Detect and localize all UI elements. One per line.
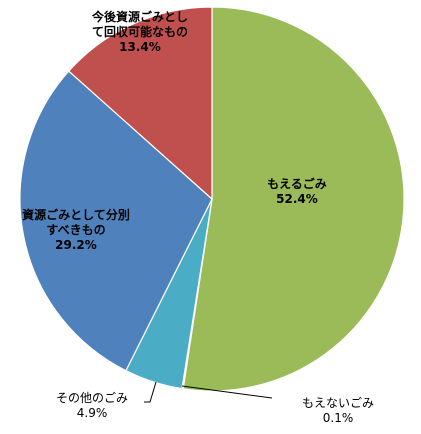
data-label-line: その他のごみ bbox=[56, 390, 128, 405]
data-label-value: 4.9% bbox=[77, 406, 108, 420]
leader-lines bbox=[144, 381, 273, 403]
pie-labels: もえるごみ 52.4% もえないごみ 0.1% その他のごみ 4.9% 資源ごみとして分別す… bbox=[22, 9, 374, 425]
data-label-line: 資源ごみとして分別 bbox=[22, 207, 130, 222]
leader-line-non-burnable bbox=[181, 385, 273, 399]
data-label-line: すべきもの bbox=[46, 223, 105, 237]
data-label-other: その他のごみ 4.9% bbox=[56, 390, 128, 420]
pie-slice-recyclable bbox=[19, 70, 213, 372]
data-label-burnable: もえるごみ 52.4% bbox=[267, 176, 327, 206]
data-label-value: 52.4% bbox=[276, 192, 318, 206]
data-label-future-recyclable: 今後資源ごみとして回収可能なもの 13.4% bbox=[91, 9, 188, 54]
data-label-line: 今後資源ごみとし bbox=[91, 9, 188, 24]
data-label-line: もえるごみ bbox=[267, 176, 327, 191]
data-label-non-burnable: もえないごみ 0.1% bbox=[302, 395, 374, 425]
data-label-recyclable: 資源ごみとして分別すべきもの 29.2% bbox=[22, 207, 130, 252]
pie-slice-future-recyclable bbox=[67, 6, 213, 201]
data-label-line: て回収可能なもの bbox=[92, 24, 188, 39]
data-label-value: 13.4% bbox=[119, 40, 161, 54]
pie-slices bbox=[19, 6, 405, 392]
data-label-value: 29.2% bbox=[55, 238, 97, 252]
leader-line-other bbox=[144, 381, 157, 403]
data-label-line: もえないごみ bbox=[302, 395, 374, 410]
data-label-value: 0.1% bbox=[323, 411, 354, 425]
pie-slice-burnable bbox=[182, 6, 405, 392]
